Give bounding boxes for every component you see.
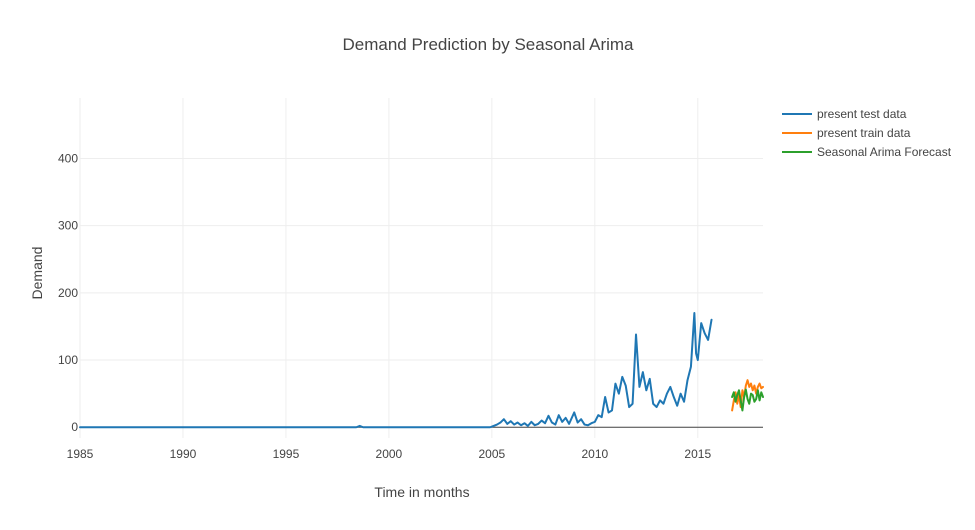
legend-item: present train data xyxy=(782,126,911,140)
x-tick-label: 1985 xyxy=(67,447,94,461)
x-tick-label: 1990 xyxy=(170,447,197,461)
x-tick-label: 1995 xyxy=(273,447,300,461)
chart-title: Demand Prediction by Seasonal Arima xyxy=(342,35,634,54)
y-tick-label: 300 xyxy=(58,219,78,233)
series-layer xyxy=(79,312,764,429)
legend-label: present train data xyxy=(817,126,911,140)
x-tick-label: 2010 xyxy=(581,447,608,461)
x-tick-label: 2005 xyxy=(479,447,506,461)
series-line-present-test-data xyxy=(79,312,713,429)
y-axis-label: Demand xyxy=(29,247,45,300)
legend: present test data present train data Seaso… xyxy=(782,107,952,159)
legend-item: present test data xyxy=(782,107,907,121)
y-tick-label: 100 xyxy=(58,353,78,367)
x-tick-label: 2000 xyxy=(376,447,403,461)
legend-label: present test data xyxy=(817,107,907,121)
x-axis-label: Time in months xyxy=(374,484,469,500)
grid-layer xyxy=(79,98,763,438)
legend-item: Seasonal Arima Forecast xyxy=(782,145,952,159)
tick-layer: 0 100 200 300 400 1985 1990 1995 2000 2005 2010 201… xyxy=(58,151,711,461)
series-line-present-train-data xyxy=(731,379,764,412)
series-line-seasonal-arima-forecast xyxy=(731,388,764,412)
y-tick-label: 0 xyxy=(71,420,78,434)
y-tick-label: 400 xyxy=(58,151,78,165)
y-tick-label: 200 xyxy=(58,286,78,300)
x-tick-label: 2015 xyxy=(684,447,711,461)
legend-label: Seasonal Arima Forecast xyxy=(817,145,952,159)
